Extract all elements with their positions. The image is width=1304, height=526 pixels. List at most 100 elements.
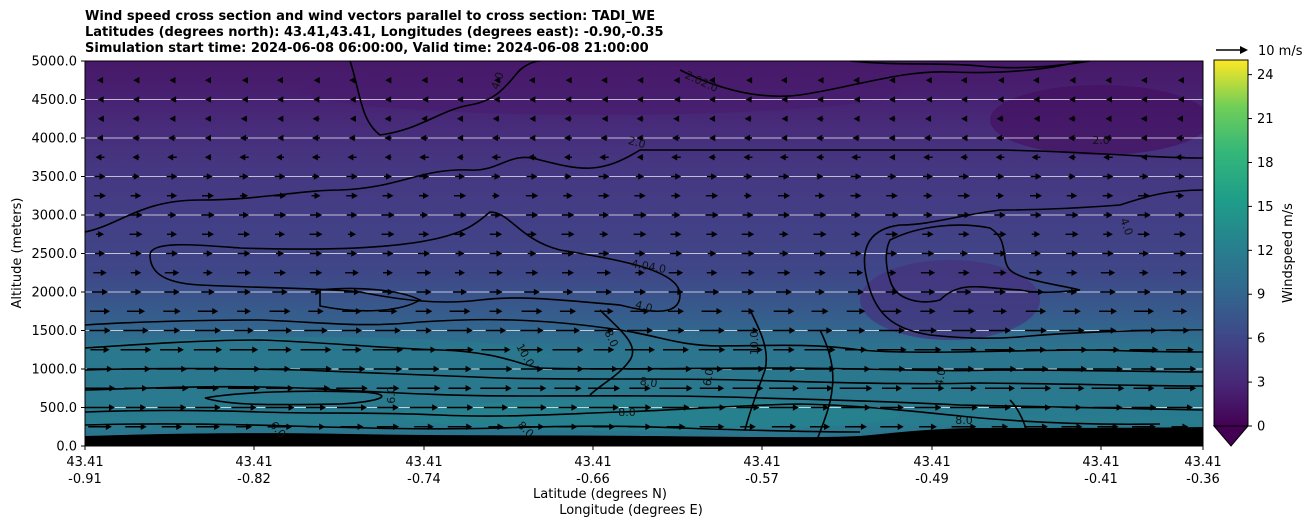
wind-vector-head xyxy=(965,288,972,296)
wind-vector-head xyxy=(1078,385,1085,392)
wind-vector-head xyxy=(929,269,936,276)
wind-vector-head xyxy=(1069,96,1076,103)
wind-vector-head xyxy=(1150,365,1157,373)
contour-label: 8.0 xyxy=(618,406,636,419)
contours xyxy=(85,61,1203,446)
wind-vector-head xyxy=(817,77,824,84)
plot-area xyxy=(85,61,1203,446)
wind-vector-head xyxy=(636,154,643,161)
wind-vector-head xyxy=(385,77,392,84)
contour-label: 2.0 xyxy=(1092,134,1110,147)
y-tick-label: 5000.0 xyxy=(32,55,78,70)
contour-line xyxy=(814,329,834,446)
wind-vector-head xyxy=(208,288,215,296)
wind-vector-head xyxy=(782,250,789,257)
wind-vector-head xyxy=(312,115,319,122)
wind-vector-head xyxy=(853,77,860,84)
wind-vector-head xyxy=(316,269,323,276)
wind-vector-head xyxy=(351,173,358,180)
upper-weak-patch xyxy=(300,65,900,115)
wind-vector-head xyxy=(746,77,753,84)
wind-vector-head xyxy=(360,404,367,411)
wind-vector-head xyxy=(855,192,862,199)
y-tick-label: 3000.0 xyxy=(32,209,78,224)
wind-vector-head xyxy=(892,211,899,219)
wind-vector-head xyxy=(996,134,1003,142)
wind-vector-head xyxy=(1107,192,1114,199)
wind-vector-head xyxy=(492,134,499,142)
wind-vector-head xyxy=(212,308,219,315)
wind-vector-head xyxy=(781,77,788,84)
wind-vector-head xyxy=(857,288,864,296)
y-axis-label: Altitude (meters) xyxy=(10,198,25,309)
contour-label: 4.0 xyxy=(634,298,654,315)
wind-vector-head xyxy=(533,288,540,296)
wind-vector-head xyxy=(1008,385,1015,392)
wind-vector-head xyxy=(718,327,725,334)
wind-vector-head xyxy=(638,269,645,276)
wind-vector-head xyxy=(673,77,680,84)
wind-vector-head xyxy=(351,250,358,257)
wind-vector-head xyxy=(674,211,681,219)
wind-vector-head xyxy=(745,192,752,199)
wind-vector-head xyxy=(857,269,864,276)
wind-vector-head xyxy=(1140,134,1147,142)
wind-vector-head xyxy=(205,77,212,84)
wind-vector-head xyxy=(1000,308,1007,315)
x-tick-label-lon: -0.74 xyxy=(407,472,441,487)
x-tick-label-lat: 43.41 xyxy=(1082,455,1119,470)
wind-vector-head xyxy=(205,96,212,103)
wind-vector-head xyxy=(790,423,797,430)
x-tick-label-lat: 43.41 xyxy=(235,455,272,470)
wind-vector-head xyxy=(752,327,759,334)
wind-vector-head xyxy=(853,96,860,103)
wind-vector-head xyxy=(675,231,682,238)
wind-vector-head xyxy=(279,173,286,180)
wind-vector-head xyxy=(250,404,257,411)
wind-vector-head xyxy=(530,231,537,238)
wind-vector-head xyxy=(602,231,609,238)
wind-vector-head xyxy=(686,385,693,392)
wind-vector-head xyxy=(1181,269,1188,276)
wind-vector-head xyxy=(494,173,501,180)
wind-vector-head xyxy=(671,154,678,161)
colorbar-extend-triangle xyxy=(1212,425,1250,447)
contour-line xyxy=(85,385,1203,411)
jet-core-patch xyxy=(85,337,550,373)
colorbar-tick-label: 3 xyxy=(1257,376,1265,391)
wind-vector-head xyxy=(818,288,825,296)
wind-vector-head xyxy=(312,134,319,142)
wind-vector-head xyxy=(170,211,177,219)
wind-vector-head xyxy=(748,308,755,315)
wind-vector-head xyxy=(823,404,830,411)
wind-vector-head xyxy=(240,134,247,142)
wind-vector-head xyxy=(465,385,472,392)
wind-vector-head xyxy=(897,404,904,411)
wind-vector-head xyxy=(719,346,726,353)
wind-vector-head xyxy=(824,423,831,430)
wind-vector-head xyxy=(568,211,575,219)
wind-vector-head xyxy=(244,250,251,257)
x-axis: 43.41 -0.91 43.41 -0.82 43.41 -0.74 43.41 -0.66… xyxy=(66,446,1222,487)
wind-vector-head xyxy=(214,404,221,411)
wind-vector-head xyxy=(171,192,178,199)
wind-vector-head xyxy=(171,250,178,257)
wind-vector-head xyxy=(1034,250,1041,257)
wind-vector-head xyxy=(889,96,896,103)
x-tick-label-lon: -0.66 xyxy=(576,472,610,487)
wind-vector-head xyxy=(1035,211,1042,219)
wind-vector-head xyxy=(496,269,503,276)
wind-vector-head xyxy=(781,96,788,103)
wind-vector-head xyxy=(851,154,858,161)
y-tick-label: 500.0 xyxy=(40,401,77,416)
wind-vector-head xyxy=(386,269,393,276)
wind-vector-head xyxy=(891,192,898,199)
colorbar-tick-label: 9 xyxy=(1257,288,1265,303)
wind-vector-head xyxy=(393,385,400,392)
wind-vector-head xyxy=(1109,269,1116,276)
wind-vector-head xyxy=(465,365,472,373)
wind-vector-head xyxy=(419,154,426,161)
wind-vector-head xyxy=(349,115,356,122)
wind-vector-head xyxy=(97,115,104,122)
wind-vector-head xyxy=(748,269,755,276)
